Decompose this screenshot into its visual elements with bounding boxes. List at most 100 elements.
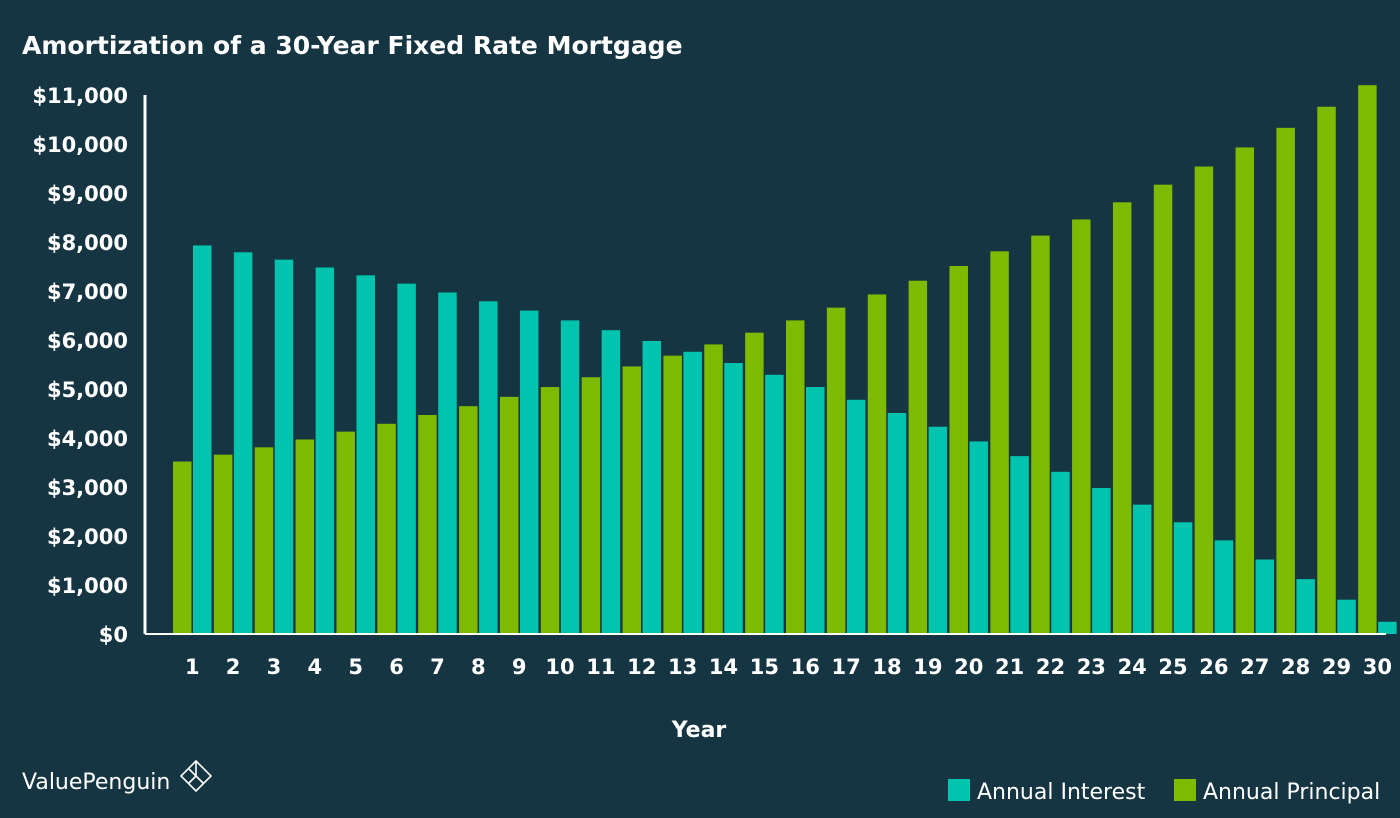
- principal-bar: [867, 294, 887, 634]
- x-tick-label: 9: [512, 655, 527, 679]
- y-tick-label: $8,000: [47, 231, 128, 255]
- y-tick-label: $5,000: [47, 378, 128, 402]
- interest-bar: [1337, 599, 1356, 634]
- x-tick-label: 21: [995, 655, 1024, 679]
- x-tick-label: 20: [954, 655, 983, 679]
- principal-bar: [1235, 147, 1255, 634]
- y-tick-label: $2,000: [47, 525, 128, 549]
- y-tick-label: $11,000: [32, 84, 128, 108]
- interest-bar: [724, 363, 743, 634]
- x-tick-label: 8: [471, 655, 486, 679]
- legend: Annual Interest Annual Principal: [948, 779, 1380, 805]
- principal-bar: [173, 461, 192, 634]
- x-tick-label: 30: [1363, 655, 1392, 679]
- interest-bar: [969, 441, 988, 634]
- interest-bar: [846, 399, 866, 634]
- principal-bar: [540, 387, 560, 634]
- x-tick-label: 29: [1322, 655, 1351, 679]
- x-tick-label: 7: [430, 655, 445, 679]
- principal-bar: [499, 396, 519, 634]
- x-tick-label: 23: [1077, 655, 1106, 679]
- legend-swatch-principal: [1174, 779, 1196, 801]
- x-axis-ticks: 1 2 3 4 5 6 7 8 9 10 11 12 13 14 15 16 17 18 19 20 21 22 23 24 2…: [185, 655, 1392, 679]
- y-tick-label: $10,000: [32, 133, 128, 157]
- principal-bar: [663, 355, 682, 634]
- x-tick-label: 14: [709, 655, 738, 679]
- principal-bar: [336, 431, 355, 634]
- principal-bar: [1194, 166, 1214, 635]
- x-tick-label: 4: [308, 655, 323, 679]
- bars: [173, 85, 1397, 635]
- interest-bar: [519, 310, 539, 634]
- legend-swatch-interest: [948, 779, 970, 801]
- principal-bar: [908, 280, 928, 634]
- principal-bar: [295, 439, 315, 634]
- y-tick-label: $9,000: [47, 182, 128, 206]
- x-tick-label: 28: [1281, 655, 1310, 679]
- x-tick-label: 10: [545, 655, 574, 679]
- interest-bar: [274, 259, 294, 634]
- principal-bar: [213, 454, 233, 634]
- interest-bar: [642, 340, 662, 634]
- interest-bar: [397, 283, 416, 634]
- interest-bar: [438, 292, 457, 634]
- y-tick-label: $7,000: [47, 280, 128, 304]
- x-tick-label: 2: [226, 655, 241, 679]
- y-tick-label: $0: [99, 623, 128, 647]
- x-tick-label: 5: [348, 655, 363, 679]
- interest-bar: [1255, 559, 1275, 634]
- y-tick-label: $4,000: [47, 427, 128, 451]
- x-tick-label: 22: [1036, 655, 1065, 679]
- interest-bar: [928, 426, 948, 634]
- interest-bar: [1173, 522, 1193, 634]
- principal-bar: [581, 377, 601, 634]
- principal-bar: [1072, 219, 1091, 634]
- principal-bar: [1031, 235, 1050, 634]
- x-tick-label: 25: [1158, 655, 1187, 679]
- y-tick-label: $6,000: [47, 329, 128, 353]
- principal-bar: [418, 414, 437, 634]
- chart-title: Amortization of a 30-Year Fixed Rate Mor…: [22, 31, 683, 60]
- x-tick-label: 17: [832, 655, 861, 679]
- principal-bar: [704, 344, 723, 634]
- x-tick-label: 11: [586, 655, 615, 679]
- interest-bar: [356, 275, 375, 634]
- x-tick-label: 1: [185, 655, 200, 679]
- valuepenguin-logo-icon: [179, 759, 213, 793]
- principal-bar: [1358, 85, 1377, 634]
- principal-bar: [949, 266, 968, 634]
- x-tick-label: 18: [872, 655, 901, 679]
- principal-bar: [1153, 184, 1173, 635]
- legend-label-principal: Annual Principal: [1203, 780, 1380, 805]
- x-tick-label: 3: [267, 655, 282, 679]
- x-tick-label: 13: [668, 655, 697, 679]
- interest-bar: [479, 301, 498, 634]
- interest-bar: [806, 387, 825, 634]
- principal-bar: [786, 320, 805, 634]
- interest-bar: [1010, 456, 1029, 634]
- principal-bar: [254, 447, 274, 634]
- interest-bar: [601, 330, 621, 634]
- x-axis-label: Year: [671, 718, 727, 743]
- principal-bar: [990, 251, 1009, 634]
- x-tick-label: 19: [913, 655, 942, 679]
- interest-bar: [315, 267, 335, 634]
- x-tick-label: 6: [389, 655, 404, 679]
- y-axis-ticks: $0 $1,000 $2,000 $3,000 $4,000 $5,000 $6,000 $7…: [32, 84, 128, 647]
- interest-bar: [1051, 471, 1070, 634]
- x-tick-label: 27: [1240, 655, 1269, 679]
- principal-bar: [1317, 106, 1336, 634]
- legend-label-interest: Annual Interest: [977, 780, 1146, 805]
- x-tick-label: 12: [627, 655, 656, 679]
- principal-bar: [1112, 202, 1132, 634]
- principal-bar: [377, 423, 396, 634]
- principal-bar: [622, 366, 642, 634]
- interest-bar: [683, 351, 702, 634]
- interest-bar: [887, 413, 907, 634]
- x-tick-label: 16: [791, 655, 820, 679]
- y-tick-label: $3,000: [47, 476, 128, 500]
- interest-bar: [193, 245, 212, 634]
- interest-bar: [1378, 621, 1397, 634]
- interest-bar: [1092, 487, 1111, 634]
- interest-bar: [233, 252, 253, 635]
